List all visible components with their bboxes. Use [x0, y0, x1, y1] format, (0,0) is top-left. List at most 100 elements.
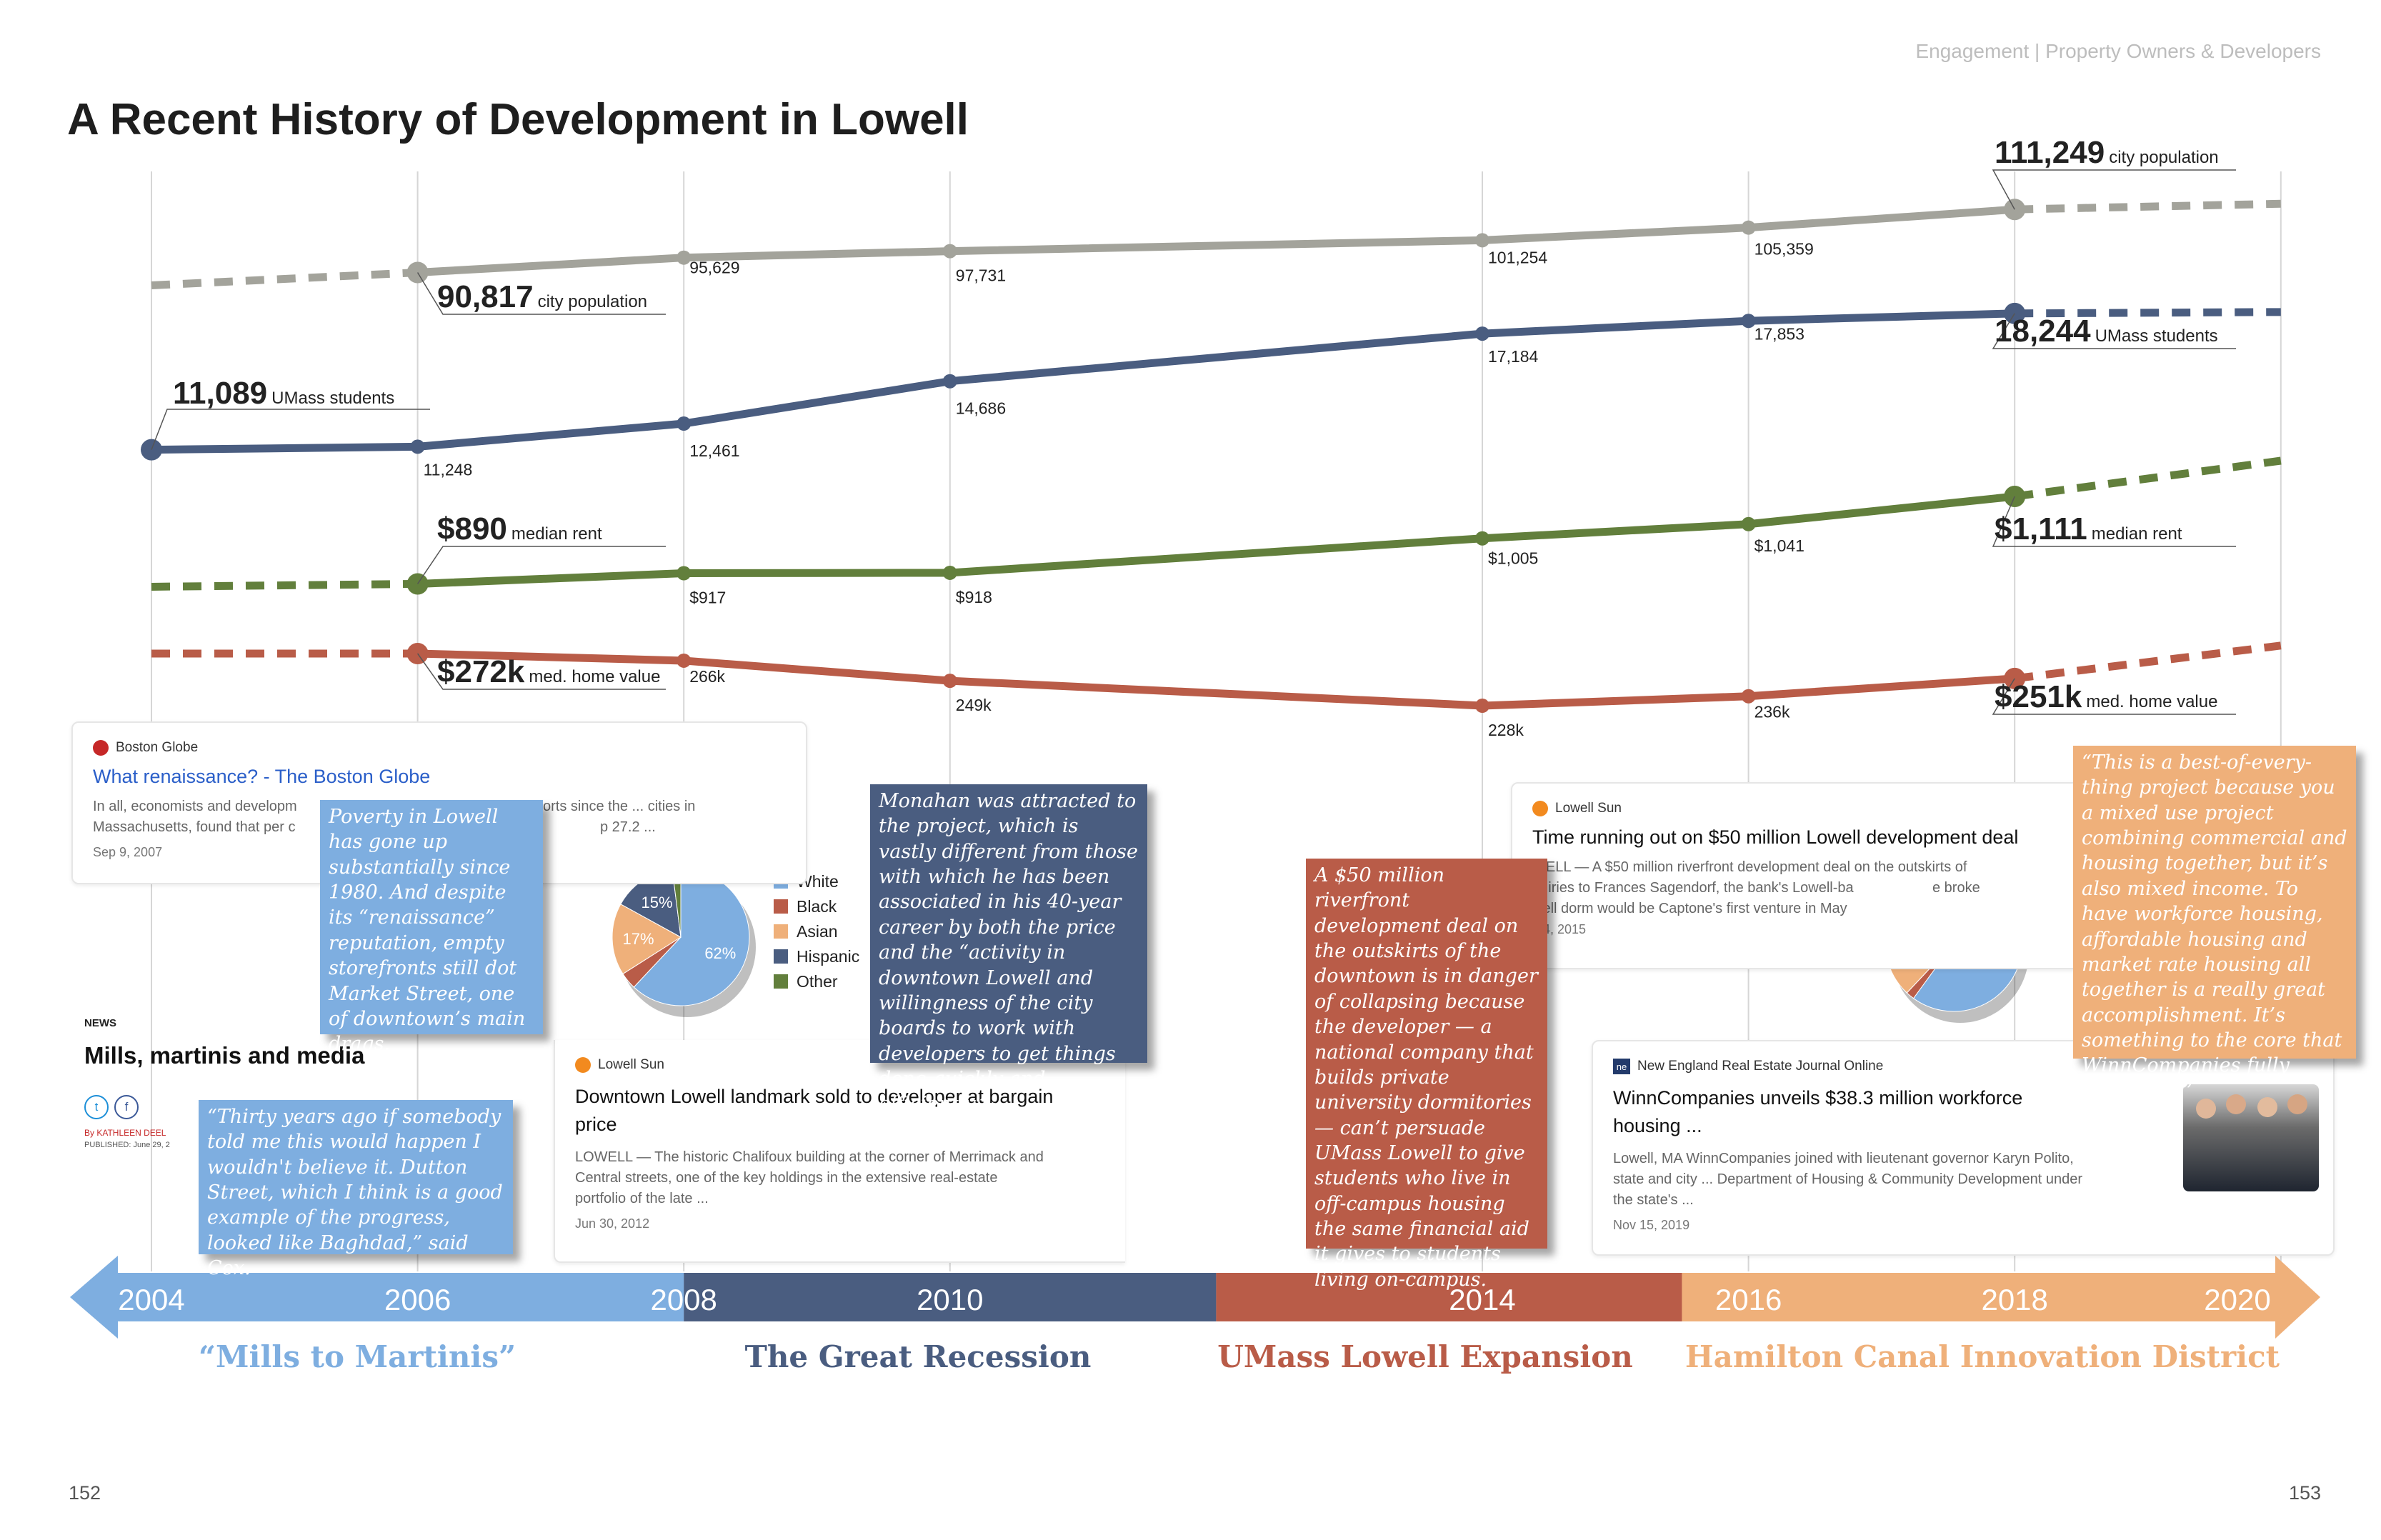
data-label: 228k	[1488, 721, 1524, 739]
card-snippet: Massachusetts, found that per c	[93, 819, 296, 835]
pie-label: 62%	[704, 944, 736, 962]
data-point	[942, 674, 957, 689]
timeline-band-3	[1682, 1273, 2275, 1321]
timeline-year: 2020	[2204, 1283, 2270, 1316]
data-point	[1741, 689, 1756, 704]
timeline-band-0	[118, 1273, 684, 1321]
card-snippet: portfolio of the late ...	[575, 1191, 709, 1207]
series-line-2	[417, 492, 2015, 588]
card-title[interactable]: Downtown Lowell landmark sold to develop…	[575, 1083, 1105, 1139]
card-date: Nov 15, 2019	[1613, 1218, 1690, 1233]
legend-swatch	[774, 974, 788, 989]
data-label: 17,184	[1488, 347, 1539, 366]
pie-label: 15%	[642, 894, 673, 911]
twitter-icon[interactable]: t	[84, 1095, 109, 1119]
series-dash-left-0	[151, 268, 418, 289]
callout-value: $272k med. home value	[437, 654, 660, 689]
era-label-mills: “Mills to Martinis”	[198, 1339, 516, 1374]
page-number-left: 152	[69, 1482, 101, 1504]
data-point	[942, 565, 957, 580]
data-point	[1475, 233, 1489, 248]
series-line-3	[417, 649, 2015, 710]
quote-best-of-everything: “This is a best-of-every-thing project b…	[2073, 746, 2356, 1102]
legend-swatch	[774, 924, 788, 939]
card-snippet: quiries to Frances Sagendorf, the bank's…	[1532, 880, 1854, 896]
nerej-icon: ne	[1613, 1059, 1630, 1074]
card-snippet: state and city ... Department of Housing…	[1613, 1171, 2082, 1188]
card-snippet: WELL — A $50 million riverfront developm…	[1532, 859, 1967, 875]
series-dash-right-3	[2014, 641, 2282, 683]
card-snippet: the state's ...	[1613, 1192, 1694, 1209]
card-title[interactable]: Time running out on $50 million Lowell d…	[1532, 826, 2019, 848]
quote-fifty-million: A $50 million riverfront development dea…	[1306, 859, 1547, 1291]
card-snippet: well dorm would be Captone's first ventu…	[1532, 901, 1847, 916]
data-label: 14,686	[956, 399, 1006, 418]
callout-value: 90,817 city population	[437, 279, 647, 314]
mills-martinis-article[interactable]: NEWS Mills, martinis and media t f By KA…	[84, 1000, 456, 1229]
article-byline: By KATHLEEN DEEL	[84, 1128, 456, 1138]
callout-leader	[416, 272, 666, 315]
data-label: 11,248	[424, 460, 473, 479]
data-label: $1,041	[1754, 536, 1805, 555]
card-snippet: orts since the ... cities in	[543, 799, 696, 814]
callout-value: 111,249 city population	[1995, 135, 2219, 170]
callout-value: $251k med. home value	[1995, 679, 2217, 714]
timeline-year: 2006	[384, 1283, 451, 1316]
timeline-band-1	[684, 1273, 1217, 1321]
pie-slice-1-asian	[612, 904, 682, 975]
era-label-hamilton: Hamilton Canal Innovation District	[1684, 1339, 2280, 1374]
card-title[interactable]: WinnCompanies unveils $38.3 million work…	[1613, 1084, 2313, 1140]
timeline-year: 2018	[1981, 1283, 2047, 1316]
card-source: Lowell Sun	[1555, 801, 1622, 816]
card-date: Jun 30, 2012	[575, 1216, 650, 1231]
lowell-sun-icon	[1532, 801, 1548, 816]
card-title-line2: price	[575, 1114, 617, 1136]
data-label: 105,359	[1754, 240, 1814, 259]
timeline-band-2	[1216, 1273, 1682, 1321]
series-line-1	[417, 309, 2015, 451]
callout-leader	[1992, 678, 2236, 715]
lowell-sun-icon	[575, 1057, 591, 1073]
data-label: 249k	[956, 696, 992, 714]
article-kicker: NEWS	[84, 1017, 116, 1029]
data-point	[1475, 531, 1489, 546]
card-title[interactable]: What renaissance? - The Boston Globe	[93, 766, 431, 787]
timeline-year: 2010	[917, 1283, 983, 1316]
facebook-icon[interactable]: f	[114, 1095, 139, 1119]
card-snippet: Lowell, MA WinnCompanies joined with lie…	[1613, 1151, 2074, 1167]
data-label: 95,629	[689, 259, 739, 277]
card-snippet: LOWELL — The historic Chalifoux building…	[575, 1149, 1044, 1166]
data-label: 101,254	[1488, 248, 1547, 266]
section-header: Engagement | Property Owners & Developer…	[1915, 40, 2321, 62]
data-point	[1741, 314, 1756, 329]
card-title-line2: housing ...	[1613, 1115, 1702, 1137]
data-point	[410, 439, 425, 454]
card-snippet: p 27.2 ...	[600, 819, 656, 835]
data-point	[677, 566, 692, 581]
data-label: $918	[956, 588, 992, 606]
legend-swatch	[774, 949, 788, 964]
data-label: $917	[689, 588, 726, 606]
callout-leader	[416, 546, 666, 584]
callout-leader	[1992, 313, 2236, 349]
data-point	[677, 653, 692, 668]
nerej-card[interactable]: ne New England Real Estate Journal Online…	[1592, 1040, 2335, 1256]
data-point	[677, 416, 692, 431]
era-label-umass: UMass Lowell Expansion	[1217, 1339, 1633, 1374]
article-title: Mills, martinis and media	[84, 1042, 365, 1069]
people-photo	[2183, 1084, 2319, 1191]
data-point	[942, 244, 957, 259]
series-dash-right-2	[2014, 456, 2282, 501]
callout-leader	[416, 653, 666, 690]
callout-value: 18,244 UMass students	[1995, 314, 2218, 349]
data-label: 97,731	[956, 266, 1006, 285]
data-label: 266k	[689, 667, 725, 686]
data-point	[942, 374, 957, 389]
card-title-line1: WinnCompanies unveils $38.3 million work…	[1613, 1087, 2023, 1109]
card-date: Sep 9, 2007	[93, 845, 163, 859]
quote-poverty: Poverty in Lowell has gone up substantia…	[320, 800, 543, 1055]
data-label: 17,853	[1754, 324, 1805, 343]
boston-globe-icon	[93, 740, 109, 756]
lowell-sun-card-2[interactable]: Lowell Sun Time running out on $50 milli…	[1511, 782, 2140, 969]
lowell-sun-card-1[interactable]: Lowell Sun Downtown Lowell landmark sold…	[554, 1040, 1125, 1263]
